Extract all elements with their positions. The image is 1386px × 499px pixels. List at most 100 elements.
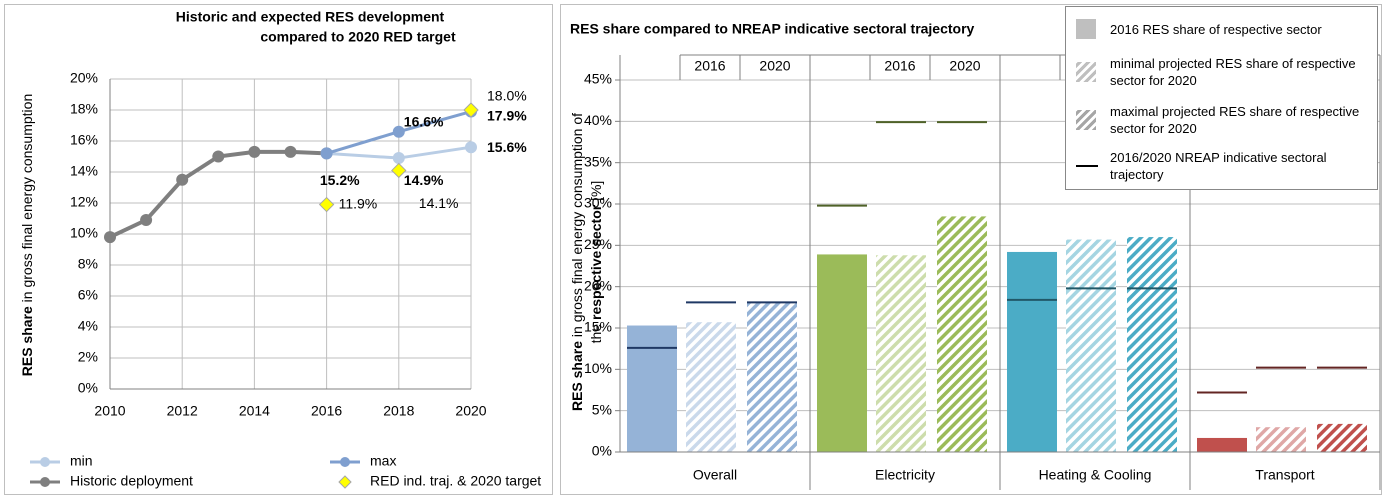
y-tick-label: 18% (70, 101, 98, 117)
y-axis-label-part: RES share (19, 306, 35, 376)
legend-label: maximal projected RES share of respectiv… (1110, 104, 1360, 136)
bar (1066, 239, 1116, 452)
bar (1317, 423, 1367, 452)
y-tick-label: 14% (70, 163, 98, 179)
y-tick-label: 6% (78, 287, 98, 303)
chart-title: compared to 2020 RED target (260, 29, 456, 45)
y-tick-label: 10% (584, 360, 612, 376)
y-axis-label-part: respective sector (588, 204, 604, 320)
data-label: 16.6% (404, 113, 444, 129)
y-axis-label: the respective sector [%] (588, 181, 604, 344)
bar (1127, 237, 1177, 452)
marker (463, 102, 479, 118)
x-tick-label: 2020 (455, 403, 486, 419)
legend-label: 2016/2020 NREAP indicative sectoral traj… (1110, 150, 1327, 182)
marker (212, 150, 225, 163)
column-label: 2016 (694, 58, 725, 74)
legend-swatch (1076, 62, 1096, 82)
y-axis-label: RES share in gross final energy consumpt… (19, 94, 35, 377)
column-label: 2016 (884, 58, 915, 74)
x-tick-label: Electricity (875, 467, 935, 483)
chart-title: Historic and expected RES development (176, 9, 445, 25)
marker (140, 214, 153, 227)
y-tick-label: 20% (584, 277, 612, 293)
x-tick-label: 2012 (167, 403, 198, 419)
legend-item: 2016/2020 NREAP indicative sectoral traj… (1076, 149, 1366, 183)
y-axis-label-part: [%] (588, 181, 604, 205)
y-tick-label: 25% (584, 236, 612, 252)
bar (1197, 437, 1247, 452)
legend-label: RED ind. traj. & 2020 target (370, 473, 541, 489)
marker (465, 141, 477, 154)
legend-marker (40, 457, 50, 467)
marker (248, 145, 261, 158)
legend-swatch (1076, 19, 1096, 39)
bar (817, 254, 867, 452)
marker (284, 145, 297, 158)
y-tick-label: 5% (592, 401, 612, 417)
y-tick-label: 45% (584, 71, 612, 87)
marker (391, 162, 407, 179)
y-tick-label: 35% (584, 153, 612, 169)
legend-marker (338, 475, 352, 489)
column-label: 2020 (949, 58, 980, 74)
legend: 2016 RES share of respective sector minim… (1065, 6, 1378, 190)
bar (627, 325, 677, 452)
y-tick-label: 10% (70, 225, 98, 241)
y-tick-label: 0% (592, 443, 612, 459)
data-label: 14.9% (404, 172, 444, 188)
marker (176, 173, 189, 186)
x-tick-label: 2014 (239, 403, 270, 419)
marker (318, 196, 335, 213)
marker (104, 231, 116, 244)
data-label: 18.0% (487, 88, 527, 104)
y-tick-label: 15% (584, 319, 612, 335)
marker (392, 152, 405, 165)
left-panel (4, 4, 553, 495)
marker (392, 125, 405, 138)
x-tick-label: 2018 (383, 403, 414, 419)
data-label: 15.6% (487, 139, 527, 155)
x-tick-label: 2016 (311, 403, 342, 419)
legend-marker (340, 457, 350, 467)
y-axis-label-part: RES share (569, 341, 585, 411)
bar (876, 255, 926, 452)
bar (937, 216, 987, 452)
data-label: 15.2% (320, 172, 360, 188)
data-label: 11.9% (339, 195, 378, 211)
y-axis-label-part: in gross final energy consumption (19, 94, 35, 306)
y-axis-label-part: in gross final energy consumption of (569, 113, 585, 341)
y-tick-label: 4% (78, 318, 98, 334)
data-label: 14.1% (419, 195, 459, 211)
legend-swatch (1076, 110, 1096, 130)
bar (1007, 251, 1057, 452)
legend-label: 2016 RES share of respective sector (1110, 21, 1322, 37)
legend-swatch (1076, 165, 1098, 167)
legend-item: 2016 RES share of respective sector (1076, 19, 1366, 39)
legend-item: maximal projected RES share of respectiv… (1076, 103, 1366, 137)
y-tick-label: 8% (78, 256, 98, 272)
bar (747, 302, 797, 452)
y-tick-label: 2% (78, 349, 98, 365)
x-tick-label: Heating & Cooling (1039, 467, 1152, 483)
y-tick-label: 30% (584, 195, 612, 211)
x-tick-label: Overall (693, 467, 737, 483)
chart-title: RES share compared to NREAP indicative s… (570, 21, 975, 37)
y-tick-label: 16% (70, 132, 98, 148)
column-label: 2020 (759, 58, 790, 74)
y-tick-label: 40% (584, 112, 612, 128)
y-tick-label: 0% (78, 380, 98, 396)
data-label: 17.9% (487, 107, 527, 123)
legend-label: Historic deployment (70, 473, 193, 489)
y-tick-label: 20% (70, 70, 98, 86)
marker (320, 147, 333, 160)
x-tick-label: 2010 (94, 403, 125, 419)
legend-item: minimal projected RES share of respectiv… (1076, 55, 1366, 89)
bar (686, 322, 736, 452)
legend-label: max (370, 453, 396, 469)
legend-marker (40, 477, 50, 487)
legend-label: minimal projected RES share of respectiv… (1110, 56, 1356, 88)
x-tick-label: Transport (1255, 467, 1315, 483)
